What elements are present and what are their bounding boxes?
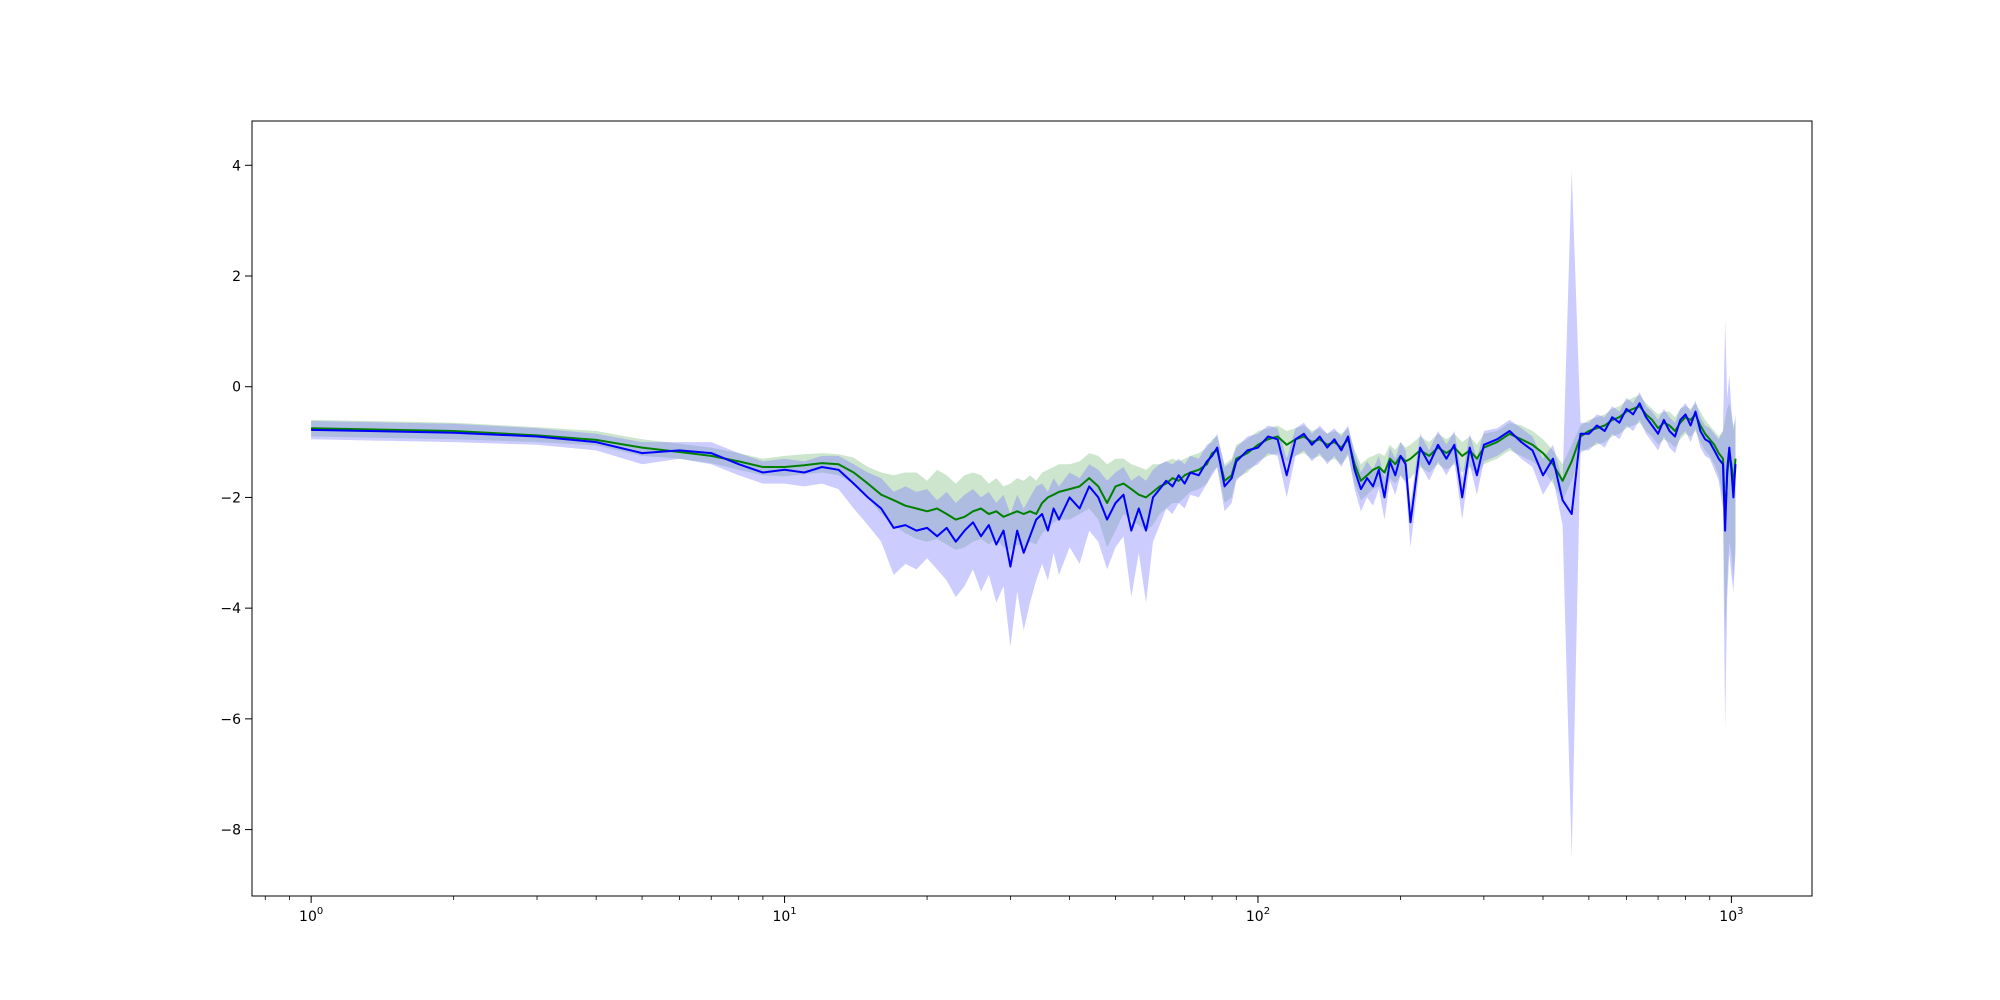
y-tick-label: 0	[232, 380, 241, 396]
y-tick-label: −8	[220, 823, 241, 839]
y-tick-label: 2	[232, 269, 241, 285]
x-tick-label: 102	[1246, 906, 1270, 925]
y-tick-label: −2	[220, 490, 241, 506]
y-tick-label: 4	[232, 158, 241, 174]
x-tick-label: 103	[1719, 906, 1743, 925]
series-1-band	[311, 395, 1736, 636]
x-tick-label: 100	[299, 906, 323, 925]
plot-frame	[251, 120, 1813, 897]
series-2-line	[311, 402, 1737, 568]
x-axis: 100 101 102 103	[264, 896, 1743, 925]
series-lines	[311, 402, 1737, 568]
x-tick-label: 101	[772, 906, 796, 925]
y-axis: 4 2 0 −2 −4 −6 −8	[220, 158, 252, 839]
y-tick-label: −6	[220, 712, 241, 728]
y-tick-label: −4	[220, 601, 241, 617]
